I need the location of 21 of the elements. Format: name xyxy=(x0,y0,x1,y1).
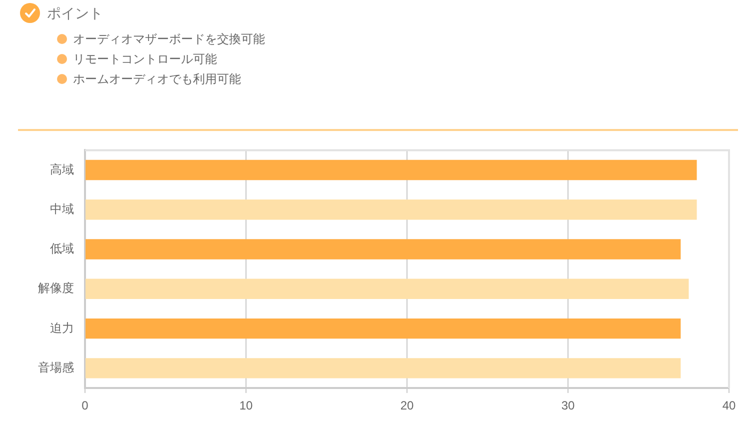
bar xyxy=(86,200,697,220)
x-tick-label: 30 xyxy=(561,398,575,413)
bar xyxy=(86,239,681,260)
y-tick-label: 迫力 xyxy=(50,320,74,335)
bar xyxy=(86,318,681,339)
x-tick-label: 0 xyxy=(82,398,89,413)
y-tick-label: 高域 xyxy=(50,162,74,176)
x-tick-label: 10 xyxy=(239,398,253,413)
x-tick-label: 20 xyxy=(400,398,414,413)
bar xyxy=(86,358,681,378)
bar xyxy=(86,160,697,180)
chart-title: ポイント xyxy=(47,4,103,22)
y-tick-label: 中域 xyxy=(50,202,74,216)
y-tick-label: 音場感 xyxy=(38,360,74,374)
bar xyxy=(86,278,689,300)
text: ホームオーディオでも利用可能 xyxy=(73,71,241,87)
x-tick-label: 40 xyxy=(722,398,736,413)
text: オーディオマザーボードを交換可能 xyxy=(73,31,265,47)
text: リモートコントロール可能 xyxy=(73,51,217,67)
y-tick-label: 解像度 xyxy=(38,281,74,296)
y-tick-label: 低域 xyxy=(50,242,74,256)
